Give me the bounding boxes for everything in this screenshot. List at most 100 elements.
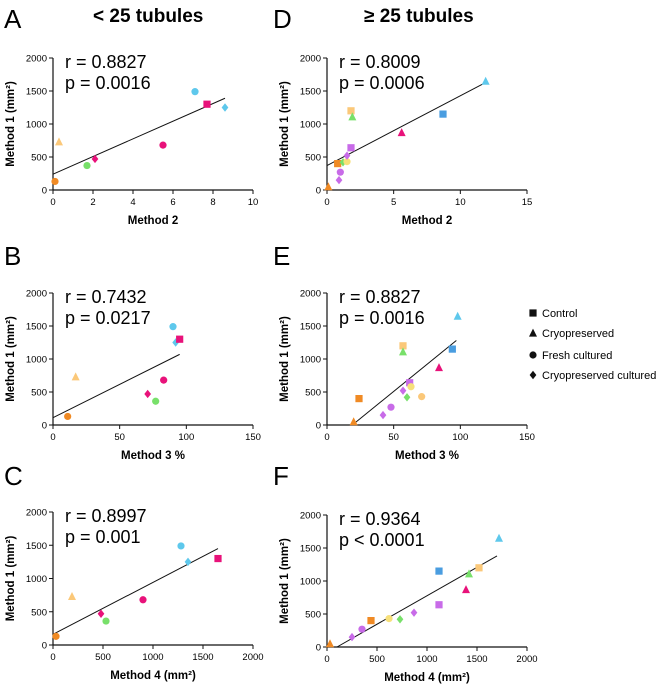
r-value: r = 0.9364 (339, 509, 421, 529)
data-point (64, 412, 72, 421)
p-value: p = 0.0217 (65, 308, 151, 328)
data-point (367, 617, 375, 625)
data-point (83, 161, 91, 170)
data-point (348, 112, 357, 121)
r-value: r = 0.8827 (65, 52, 147, 72)
y-tick-label: 500 (305, 388, 321, 399)
x-tick-label: 150 (519, 432, 535, 443)
data-point (55, 137, 63, 146)
x-tick-label: 8 (210, 197, 215, 208)
y-axis-label: Method 1 (mm²) (279, 316, 291, 402)
data-point (418, 393, 426, 401)
y-tick-label: 500 (305, 153, 321, 164)
column-title-left: < 25 tubules (93, 6, 203, 27)
regression-line (52, 353, 180, 419)
x-tick-label: 500 (95, 652, 111, 663)
y-tick-label: 0 (42, 641, 47, 652)
regression-line (52, 548, 219, 635)
panel-letter: D (273, 4, 292, 34)
y-tick-label: 0 (42, 421, 47, 432)
y-tick-label: 2000 (300, 54, 321, 65)
y-tick-label: 500 (305, 610, 321, 621)
x-tick-label: 0 (50, 652, 55, 663)
data-point (335, 175, 343, 185)
r-value: r = 0.8009 (339, 52, 421, 72)
data-point (358, 625, 366, 633)
data-point (379, 410, 387, 420)
x-tick-label: 0 (324, 432, 329, 443)
regression-line (352, 340, 457, 426)
x-tick-label: 2000 (516, 654, 537, 665)
x-tick-label: 1500 (192, 652, 213, 663)
data-point (399, 386, 407, 395)
y-tick-label: 1000 (26, 120, 47, 131)
y-tick-label: 500 (31, 153, 47, 164)
data-point (396, 615, 404, 624)
data-point (406, 379, 414, 387)
data-point (343, 158, 351, 166)
x-tick-label: 0 (324, 197, 329, 208)
data-point (324, 182, 333, 191)
data-point (348, 632, 356, 642)
x-tick-label: 2000 (242, 652, 263, 663)
data-point (336, 168, 344, 176)
x-tick-label: 0 (324, 654, 329, 665)
data-point (152, 397, 160, 405)
x-axis-label: Method 3 % (121, 450, 185, 462)
legend-label: Fresh cultured (542, 350, 612, 362)
data-point (102, 617, 110, 625)
x-tick-label: 6 (170, 197, 175, 208)
data-point (339, 158, 347, 167)
data-point (439, 110, 447, 118)
y-tick-label: 2000 (300, 511, 321, 522)
data-point (495, 533, 503, 542)
legend-label: Cryopreserved (542, 328, 614, 340)
data-point (97, 609, 105, 618)
panel-letter: E (273, 241, 290, 271)
data-point (326, 639, 334, 648)
x-tick-label: 5 (391, 197, 396, 208)
y-tick-label: 0 (316, 643, 321, 654)
p-value: p < 0.0001 (339, 530, 425, 550)
x-tick-label: 0 (50, 432, 55, 443)
x-tick-label: 50 (388, 432, 399, 443)
y-tick-label: 0 (316, 186, 321, 197)
x-tick-label: 10 (455, 197, 466, 208)
data-point (475, 564, 483, 572)
x-tick-label: 10 (248, 197, 259, 208)
data-point (159, 141, 167, 149)
panel-f: F 0 500 1000 1500 2000 0 500 1000 1500 2000 Method … (273, 461, 538, 684)
panel-a: A 0 2 4 6 8 10 0 500 1000 1500 2000 Method 2 Method 1… (4, 4, 258, 227)
y-tick-label: 1500 (26, 322, 47, 333)
x-axis-label: Method 2 (128, 215, 178, 227)
y-tick-label: 1000 (300, 577, 321, 588)
data-point (481, 76, 490, 85)
y-tick-label: 1500 (300, 322, 321, 333)
data-point (355, 395, 363, 403)
x-axis-label: Method 4 (mm²) (110, 670, 196, 682)
x-tick-label: 100 (452, 432, 468, 443)
y-tick-label: 500 (31, 607, 47, 618)
x-axis-label: Method 4 (mm²) (384, 672, 470, 684)
x-tick-label: 0 (50, 197, 55, 208)
data-point (334, 160, 342, 168)
p-value: p = 0.0016 (339, 308, 425, 328)
y-tick-label: 2000 (26, 54, 47, 65)
data-point (397, 128, 406, 137)
x-tick-label: 2 (90, 197, 95, 208)
r-value: r = 0.7432 (65, 287, 147, 307)
y-tick-label: 1000 (300, 355, 321, 366)
regression-line (336, 555, 498, 648)
data-point (347, 107, 355, 115)
data-point (139, 596, 147, 604)
data-point (435, 601, 443, 609)
data-point (347, 144, 355, 152)
data-point (349, 417, 358, 426)
y-tick-label: 1500 (300, 87, 321, 98)
data-point (407, 383, 415, 391)
data-point (453, 311, 462, 320)
